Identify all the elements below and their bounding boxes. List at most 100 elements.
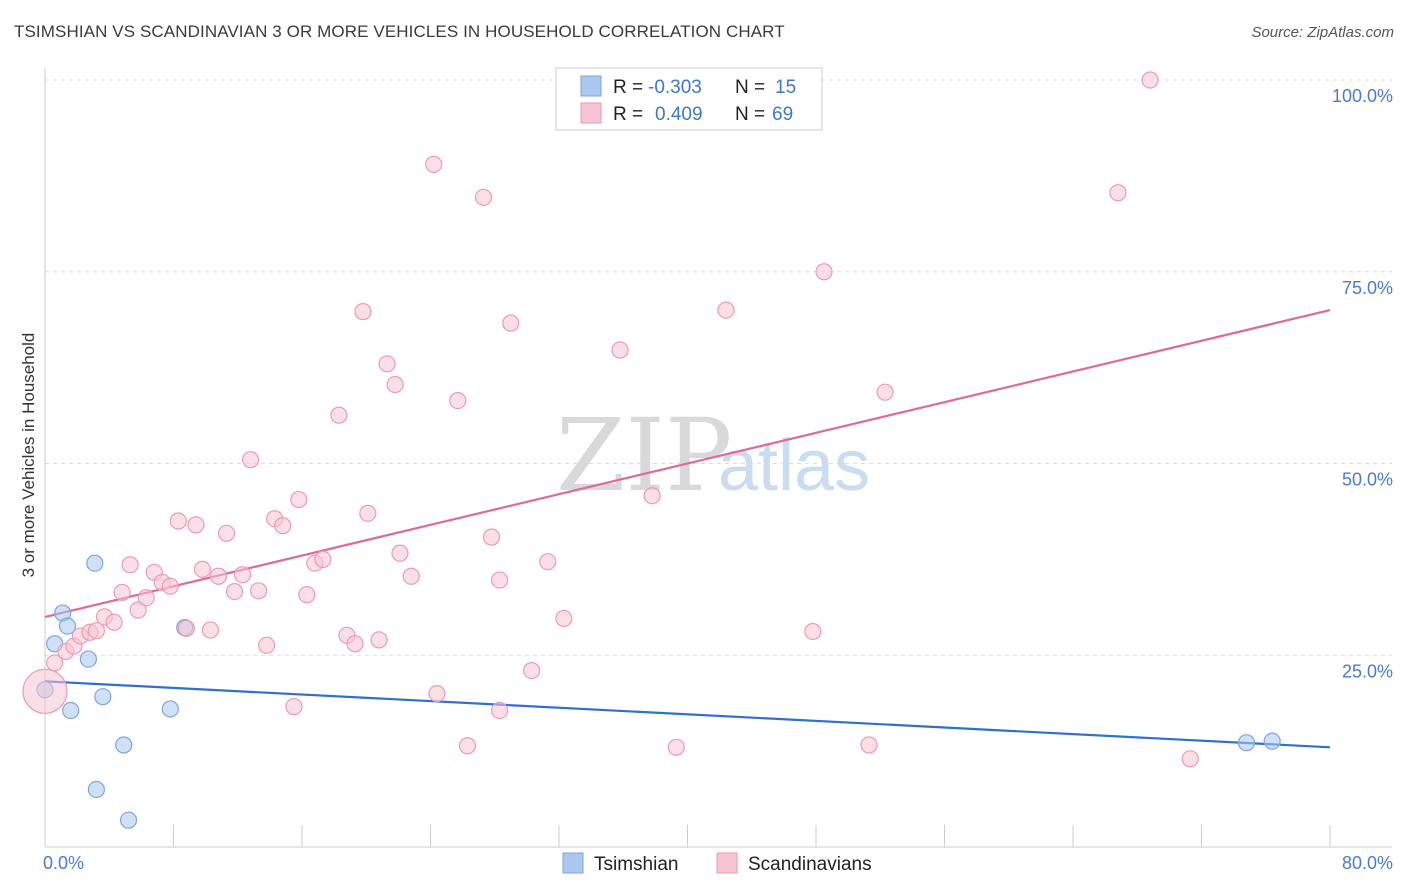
legend-r-value-2: 0.409 (655, 104, 703, 125)
scandinavian-point (201, 621, 220, 639)
y-tick-label: 100.0% (1332, 86, 1393, 106)
scandinavian-point (46, 654, 64, 672)
y-tick-label: 50.0% (1342, 470, 1393, 490)
scandinavian-point (209, 567, 228, 585)
source-credit: Source: ZipAtlas.com (1251, 24, 1394, 41)
scandinavian-point (87, 622, 106, 640)
scandinavian-point (370, 631, 388, 649)
tsimshian-point (86, 554, 104, 572)
tsimshian-trend-line (44, 680, 1331, 749)
legend-scandinavians-label: Scandinavians (748, 854, 872, 875)
tsimshian-point (119, 811, 138, 829)
scandinavian-point (523, 661, 541, 680)
scandinavians-swatch (580, 102, 602, 124)
legend-scandinavians-swatch (716, 852, 738, 874)
tsimshian-point (115, 736, 133, 754)
scandinavian-point (250, 582, 268, 600)
scandinavian-point (242, 451, 260, 469)
tsimshian-point (161, 700, 179, 718)
scandinavian-point (169, 512, 187, 530)
watermark-atlas: atlas (718, 426, 870, 506)
scandinavian-point (482, 528, 501, 546)
scandinavian-point (137, 589, 155, 607)
scandinavian-point (449, 392, 467, 410)
scandinavian-point (161, 577, 179, 595)
scandinavian-point (378, 355, 396, 373)
scandinavian-point (1109, 184, 1127, 202)
scandinavian-point (428, 684, 446, 703)
tsimshian-point (79, 650, 97, 668)
scandinavian-point (177, 619, 195, 638)
scandinavian-point (330, 406, 348, 424)
scandinavian-point (643, 487, 661, 505)
scandinavian-point (187, 516, 205, 534)
tsimshian-swatch (580, 75, 602, 97)
tsimshian-point (1263, 732, 1281, 750)
scandinavian-point (502, 314, 520, 332)
tsimshian-point (58, 617, 77, 635)
stats-legend: R = -0.303 N = 15 R = 0.409 N = 69 (555, 67, 823, 131)
scandinavian-point (113, 583, 131, 601)
y-tick-label: 25.0% (1342, 661, 1393, 681)
scandinavian-point (815, 263, 833, 281)
scandinavian-point (539, 553, 557, 571)
scandinavian-point (860, 736, 878, 754)
scandinavian-point (1141, 71, 1159, 89)
scandinavian-point (667, 738, 685, 756)
y-axis-label: 3 or more Vehicles in Household (19, 333, 38, 578)
legend-n-value-2: 69 (772, 104, 793, 125)
x-tick-label-min: 0.0% (43, 853, 84, 873)
scandinavian-point (314, 550, 332, 568)
scandinavian-point (458, 737, 477, 755)
series-legend: Tsimshian Scandinavians (562, 852, 872, 875)
tsimshian-point (62, 701, 80, 720)
scandinavian-point (474, 188, 493, 206)
scandinavian-point (346, 635, 364, 653)
scandinavian-point (225, 582, 244, 601)
scandinavian-point (258, 636, 276, 654)
scandinavian-point (804, 622, 822, 641)
legend-r-label-1: R = (613, 77, 643, 98)
trend-layer (44, 309, 1331, 749)
legend-r-label-2: R = (613, 104, 643, 125)
scandinavian-point (490, 701, 509, 720)
scandinavian-point (490, 571, 509, 589)
scandinavian-point (359, 504, 377, 522)
scandinavian-point (22, 668, 68, 714)
legend-tsimshian-label: Tsimshian (594, 854, 678, 875)
scandinavian-point (717, 301, 735, 319)
legend-n-value-1: 15 (775, 77, 796, 98)
legend-n-label-2: N = (735, 104, 765, 125)
chart-title: TSIMSHIAN VS SCANDINAVIAN 3 OR MORE VEHI… (14, 22, 785, 41)
tsimshian-point (94, 688, 112, 706)
scandinavian-point (233, 566, 252, 584)
scandinavian-point (298, 586, 316, 604)
scandinavian-point (290, 490, 308, 509)
scandinavian-point (193, 560, 212, 578)
tsimshian-point (87, 780, 106, 799)
scandinavian-point (555, 609, 573, 628)
scandinavian-point (121, 556, 139, 574)
tsimshian-point (1237, 734, 1256, 752)
scandinavian-point (425, 155, 443, 173)
scandinavian-point (402, 567, 420, 585)
scandinavian-point (386, 375, 404, 394)
scandinavian-point (611, 341, 629, 359)
scandinavian-point (274, 517, 292, 535)
scandinavian-point (354, 303, 372, 321)
scandinavian-point (129, 601, 147, 619)
scandinavian-point (1181, 750, 1199, 768)
scandinavian-point (876, 383, 894, 401)
points-layer (22, 71, 1281, 829)
legend-tsimshian-swatch (562, 852, 584, 874)
axis-layer: 100.0% 75.0% 50.0% 25.0% 0.0% 80.0% (43, 68, 1393, 873)
scandinavian-point (105, 613, 123, 631)
scandinavian-point (391, 544, 409, 562)
y-tick-label: 75.0% (1342, 278, 1393, 298)
scandinavian-point (217, 524, 236, 542)
legend-r-value-1: -0.303 (648, 77, 702, 98)
scandinavian-trend-line (44, 309, 1331, 618)
legend-n-label-1: N = (735, 77, 765, 98)
x-tick-label-max: 80.0% (1342, 853, 1393, 873)
